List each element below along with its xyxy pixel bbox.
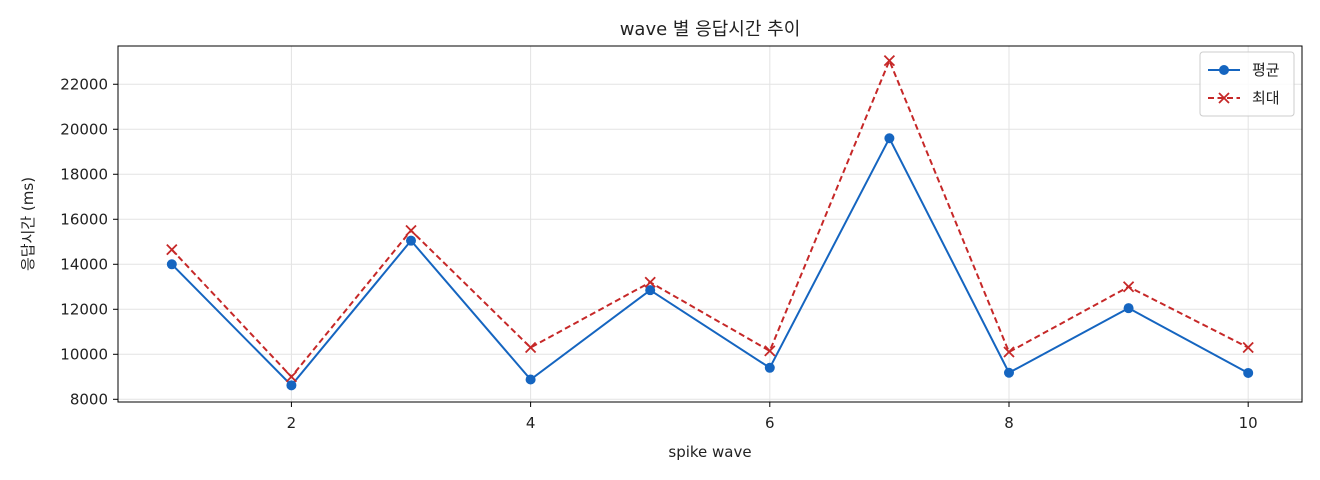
data-point — [764, 362, 775, 373]
x-tick-label: 4 — [526, 414, 536, 432]
data-point — [525, 374, 536, 385]
data-point — [764, 345, 776, 357]
series-1 — [166, 133, 1254, 391]
series-2 — [166, 54, 1254, 383]
data-point — [1122, 281, 1135, 293]
y-axis-label: 응답시간 (ms) — [19, 177, 37, 271]
x-tick-label: 8 — [1004, 414, 1014, 432]
data-point — [1003, 346, 1015, 358]
axis-ticks: 2 4 6 8 10 8000 10000 12000 14000 16000 18000 20000… — [60, 75, 1257, 432]
data-point — [645, 285, 656, 296]
data-point — [1003, 367, 1014, 378]
x-tick-label: 6 — [765, 414, 775, 432]
data-point — [166, 259, 177, 270]
data-point — [524, 341, 537, 354]
data-point — [405, 224, 417, 237]
y-tick-label: 8000 — [70, 390, 108, 408]
data-point — [286, 380, 297, 391]
data-point — [883, 54, 896, 67]
legend-label: 평균 — [1252, 61, 1280, 79]
x-tick-label: 2 — [287, 414, 297, 432]
data-point — [644, 276, 656, 288]
legend-label: 최대 — [1252, 89, 1280, 107]
legend-marker — [1218, 92, 1230, 104]
legend-marker — [1219, 65, 1229, 75]
legend-item: 최대 — [1208, 89, 1280, 107]
y-tick-label: 16000 — [60, 210, 108, 228]
y-tick-label: 12000 — [60, 300, 108, 318]
y-tick-label: 18000 — [60, 165, 108, 183]
data-point — [166, 244, 178, 256]
series-line — [171, 136, 1249, 387]
chart-title: wave 별 응답시간 추이 — [620, 19, 801, 40]
y-tick-label: 14000 — [60, 255, 108, 273]
y-tick-label: 20000 — [60, 120, 108, 138]
x-tick-label: 10 — [1239, 414, 1258, 432]
x-axis-label: spike wave — [668, 443, 751, 461]
y-tick-label: 10000 — [60, 345, 108, 363]
data-point — [1242, 341, 1254, 354]
data-point — [1123, 303, 1134, 314]
data-point — [884, 133, 895, 144]
legend-box — [1199, 51, 1295, 117]
series-line — [171, 57, 1249, 379]
grid — [118, 46, 1302, 402]
data-point — [1243, 367, 1254, 378]
series-layer — [166, 54, 1254, 391]
legend-item: 평균 — [1208, 61, 1280, 79]
data-point — [406, 235, 417, 246]
data-point — [285, 371, 298, 383]
y-tick-label: 22000 — [60, 75, 108, 93]
plot-frame — [117, 45, 1303, 403]
